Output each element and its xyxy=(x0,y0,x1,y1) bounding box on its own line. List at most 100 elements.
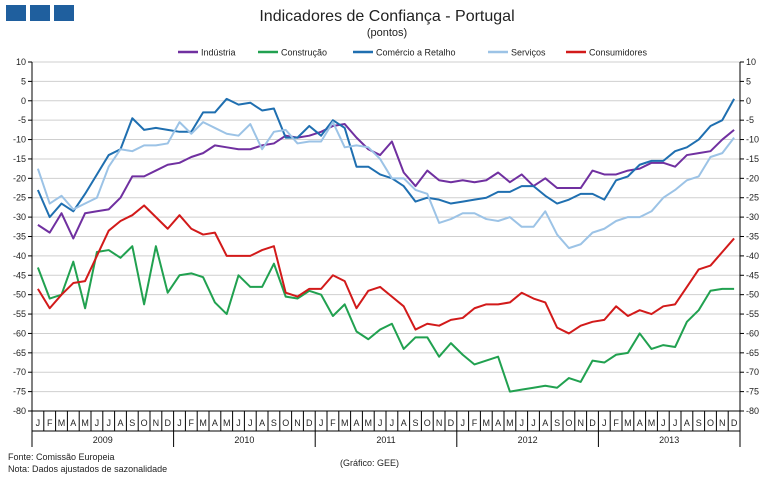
month-label: A xyxy=(495,418,501,428)
footer-credit: (Gráfico: GEE) xyxy=(340,458,400,468)
month-label: M xyxy=(223,418,231,428)
y-tick-label-right: -30 xyxy=(746,212,759,222)
month-label: M xyxy=(365,418,373,428)
y-tick-label: 0 xyxy=(21,96,26,106)
legend: Indústria Construção Comércio a Retalho Ser… xyxy=(178,48,648,58)
legend-label: Construção xyxy=(281,48,327,58)
y-tick-label-right: -55 xyxy=(746,309,759,319)
y-tick-label: 5 xyxy=(21,76,26,86)
month-label: J xyxy=(390,418,395,428)
month-label: A xyxy=(117,418,123,428)
y-tick-label: -45 xyxy=(13,270,26,280)
logo-square xyxy=(30,5,50,21)
year-label: 2010 xyxy=(234,435,254,445)
y-tick-label: -25 xyxy=(13,193,26,203)
year-label: 2009 xyxy=(93,435,113,445)
month-label: J xyxy=(602,418,607,428)
chart-title: Indicadores de Confiança - Portugal xyxy=(259,8,515,25)
y-tick-label-right: 0 xyxy=(746,96,751,106)
series-line xyxy=(36,97,735,219)
month-label: A xyxy=(212,418,218,428)
y-tick-label-right: -65 xyxy=(746,348,759,358)
y-tick-label: -15 xyxy=(13,154,26,164)
y-tick-label: -55 xyxy=(13,309,26,319)
month-label: M xyxy=(58,418,66,428)
month-label: A xyxy=(353,418,359,428)
month-label: M xyxy=(624,418,632,428)
month-label: O xyxy=(282,418,289,428)
y-tick-label-right: -45 xyxy=(746,270,759,280)
month-label: N xyxy=(719,418,726,428)
y-tick-label-right: -25 xyxy=(746,193,759,203)
y-tick-label-right: -40 xyxy=(746,251,759,261)
y-tick-label: 10 xyxy=(16,57,26,67)
month-label: F xyxy=(472,418,478,428)
month-label: A xyxy=(684,418,690,428)
series-line xyxy=(37,204,735,335)
series-lines xyxy=(36,97,735,393)
month-label: O xyxy=(424,418,431,428)
month-label: D xyxy=(306,418,313,428)
month-label: J xyxy=(519,418,524,428)
month-label: A xyxy=(637,418,643,428)
month-label: M xyxy=(341,418,349,428)
month-label: A xyxy=(259,418,265,428)
month-label: N xyxy=(153,418,160,428)
month-label: M xyxy=(648,418,656,428)
brand-logo xyxy=(6,5,74,21)
year-label: 2012 xyxy=(518,435,538,445)
y-tick-label-right: -10 xyxy=(746,135,759,145)
month-label: M xyxy=(81,418,89,428)
y-tick-label: -80 xyxy=(13,406,26,416)
month-label: O xyxy=(141,418,148,428)
month-label: J xyxy=(673,418,678,428)
y-tick-label: -70 xyxy=(13,367,26,377)
month-label: D xyxy=(589,418,596,428)
year-label: 2011 xyxy=(376,435,395,445)
y-tick-label-right: -70 xyxy=(746,367,759,377)
y-tick-label: -5 xyxy=(18,115,26,125)
logo-square xyxy=(6,5,26,21)
month-label: F xyxy=(613,418,619,428)
y-tick-label-right: -15 xyxy=(746,154,759,164)
legend-label: Serviços xyxy=(511,48,546,58)
month-label: M xyxy=(483,418,491,428)
month-label: J xyxy=(36,418,41,428)
month-label: J xyxy=(236,418,241,428)
month-label: S xyxy=(554,418,560,428)
legend-label: Consumidores xyxy=(589,48,648,58)
month-label: S xyxy=(412,418,418,428)
grid-lines xyxy=(32,61,740,412)
series-line xyxy=(36,121,735,250)
y-tick-label: -10 xyxy=(13,135,26,145)
month-label: D xyxy=(164,418,171,428)
y-tick-label-right: -5 xyxy=(746,115,754,125)
y-tick-label: -40 xyxy=(13,251,26,261)
y-tick-label-right: 10 xyxy=(746,57,756,67)
month-label: J xyxy=(319,418,324,428)
month-label: J xyxy=(106,418,111,428)
month-label: A xyxy=(542,418,548,428)
chart-subtitle: (pontos) xyxy=(366,27,408,39)
month-label: N xyxy=(436,418,443,428)
month-label: A xyxy=(401,418,407,428)
month-label: O xyxy=(707,418,714,428)
axes: 10 10 5 5 0 0 -5 -5 -10 -10 -15 -15 -20 -20 -25 -25 -30 -… xyxy=(13,57,759,447)
month-label: D xyxy=(448,418,455,428)
logo-square xyxy=(54,5,74,21)
month-label: J xyxy=(95,418,100,428)
month-label: S xyxy=(129,418,135,428)
legend-label: Comércio a Retalho xyxy=(376,48,456,58)
month-label: J xyxy=(248,418,253,428)
footer-note: Nota: Dados ajustados de sazonalidade xyxy=(8,464,168,474)
series-line xyxy=(36,245,735,393)
y-tick-label-right: -75 xyxy=(746,387,759,397)
month-label: S xyxy=(271,418,277,428)
month-label: J xyxy=(177,418,182,428)
footer-source: Fonte: Comissão Europeia xyxy=(8,452,115,462)
y-tick-label-right: -80 xyxy=(746,406,759,416)
month-label: M xyxy=(506,418,514,428)
y-tick-label: -35 xyxy=(13,232,26,242)
month-label: D xyxy=(731,418,738,428)
